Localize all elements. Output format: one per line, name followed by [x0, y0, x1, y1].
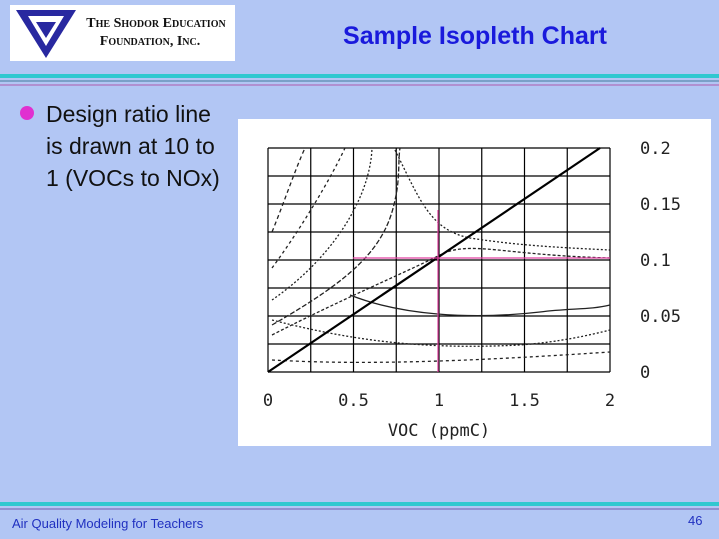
logo-line1: The Shodor Education: [86, 16, 226, 31]
logo-line2: Foundation, Inc.: [100, 34, 200, 49]
isopleth: [394, 149, 611, 251]
x-tick-label: 0: [263, 391, 273, 411]
y-tick-label: 0.05: [640, 307, 681, 327]
isopleth: [271, 319, 611, 347]
chart: 0 0.5 1 1.5 2 0 0.05 0.1 0.15 0.2 VOC (ppmC): [263, 139, 681, 441]
chart-panel: [238, 119, 711, 446]
x-tick-label: 1.5: [509, 391, 540, 411]
x-axis-label: VOC (ppmC): [388, 421, 490, 441]
bullet-dot: [20, 106, 34, 120]
isopleth: [349, 294, 611, 317]
x-tick-label: 1: [434, 391, 444, 411]
isopleth: [271, 147, 401, 326]
design-ratio-line: [267, 147, 601, 373]
isopleth: [271, 351, 611, 364]
isopleth: [271, 147, 346, 269]
page-number: 46: [688, 513, 703, 528]
logo-mark-core: [36, 22, 56, 38]
rule: [0, 502, 719, 506]
y-tick-label: 0: [640, 363, 650, 383]
y-tick-label: 0.2: [640, 139, 671, 159]
isopleth: [271, 147, 373, 301]
rule: [0, 74, 719, 78]
slide-title: Sample Isopleth Chart: [343, 22, 607, 50]
y-tick-label: 0.1: [640, 251, 671, 271]
x-tick-label: 2: [605, 391, 615, 411]
rule: [0, 84, 719, 86]
rule: [0, 508, 719, 510]
footer-text: Air Quality Modeling for Teachers: [12, 516, 204, 531]
x-tick-label: 0.5: [338, 391, 369, 411]
isopleth: [271, 147, 306, 233]
rule: [0, 80, 719, 82]
bullet-text: Design ratio line is drawn at 10 to 1 (V…: [46, 101, 220, 191]
y-tick-label: 0.15: [640, 195, 681, 215]
